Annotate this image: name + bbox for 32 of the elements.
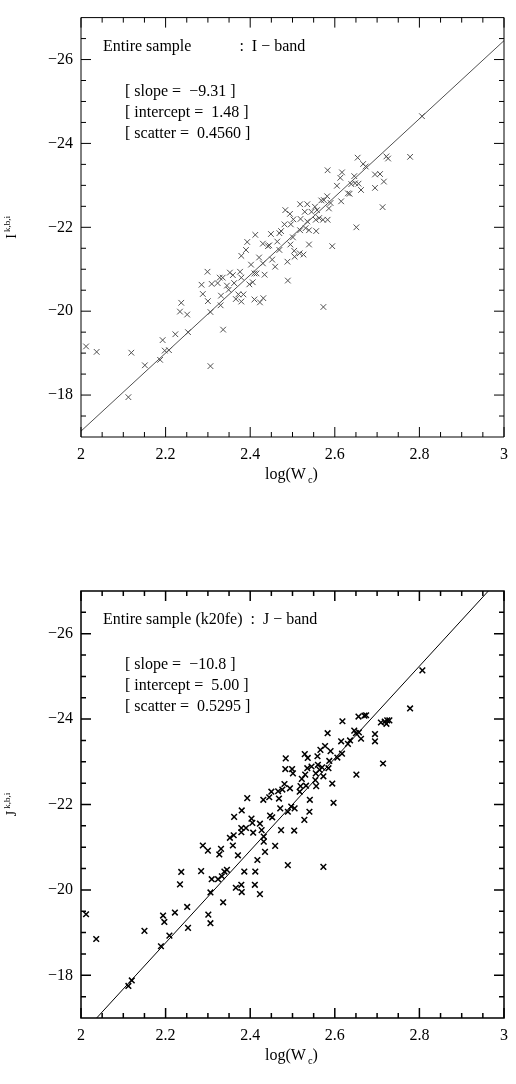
- y-tick-label: −18: [47, 965, 73, 983]
- y-axis-title: Ik,b,i: [2, 215, 19, 239]
- x-tick-label: 3: [500, 1025, 508, 1043]
- y-tick-label: −22: [47, 217, 73, 235]
- y-tick-label: −26: [47, 49, 73, 67]
- x-tick-label: 2.4: [240, 444, 261, 462]
- annotation: [ intercept = 5.00 ]: [125, 676, 249, 694]
- x-tick-label: 2: [77, 1025, 85, 1043]
- annotation: Entire sample : I − band: [103, 36, 306, 55]
- y-tick-label: −24: [47, 709, 73, 727]
- annotation: [ slope = −9.31 ]: [125, 81, 236, 100]
- x-tick-label: 2.2: [155, 1025, 176, 1043]
- y-tick-label: −26: [47, 623, 73, 641]
- x-tick-label: 2.2: [155, 444, 176, 462]
- y-tick-label: −18: [47, 385, 73, 403]
- x-tick-label: 2.8: [409, 1025, 430, 1043]
- y-axis-title: Jk,b,i: [2, 792, 19, 817]
- y-tick-label: −22: [47, 794, 73, 812]
- annotation: [ scatter = 0.4560 ]: [125, 123, 251, 141]
- x-tick-label: 3: [500, 444, 508, 462]
- x-tick-label: 2.4: [240, 1025, 261, 1043]
- x-tick-label: 2.6: [324, 444, 345, 462]
- x-tick-label: 2.6: [324, 1025, 345, 1043]
- annotation: [ slope = −10.8 ]: [125, 655, 236, 673]
- y-tick-label: −20: [47, 301, 73, 319]
- x-tick-label: 2: [77, 444, 85, 462]
- y-tick-label: −20: [47, 880, 73, 898]
- y-tick-label: −24: [47, 133, 73, 151]
- annotation: [ scatter = 0.5295 ]: [125, 697, 251, 714]
- annotation: [ intercept = 1.48 ]: [125, 102, 249, 121]
- annotation: Entire sample (k20fe) : J − band: [103, 610, 318, 628]
- x-tick-label: 2.8: [409, 444, 430, 462]
